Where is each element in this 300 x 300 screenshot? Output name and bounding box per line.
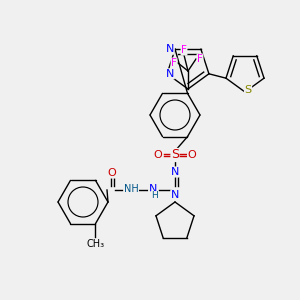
Text: N: N bbox=[166, 44, 174, 54]
Text: O: O bbox=[154, 150, 162, 160]
Text: F: F bbox=[197, 54, 203, 64]
Text: N: N bbox=[171, 190, 179, 200]
Text: N: N bbox=[166, 69, 174, 79]
Text: F: F bbox=[181, 45, 187, 55]
Text: N: N bbox=[171, 167, 179, 177]
Text: CH₃: CH₃ bbox=[86, 239, 105, 249]
Text: N: N bbox=[149, 184, 157, 194]
Text: S: S bbox=[171, 148, 179, 161]
Text: NH: NH bbox=[124, 184, 138, 194]
Text: O: O bbox=[188, 150, 196, 160]
Text: H: H bbox=[151, 191, 158, 200]
Text: S: S bbox=[244, 85, 252, 95]
Text: F: F bbox=[171, 58, 177, 68]
Text: O: O bbox=[108, 168, 116, 178]
